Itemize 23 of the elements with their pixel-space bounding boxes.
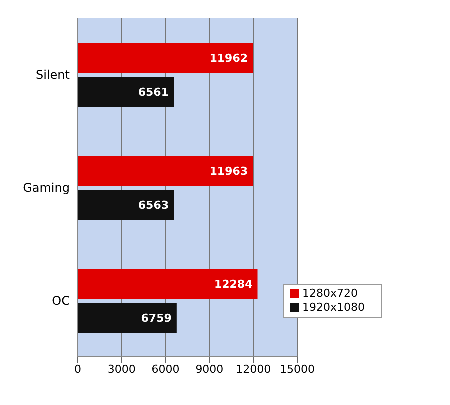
- x-tick-label: 12000: [236, 362, 272, 376]
- y-tick-label: OC: [52, 294, 70, 308]
- legend-label: 1920x1080: [302, 301, 365, 314]
- data-label: 6561: [138, 86, 170, 99]
- x-tick-label: 15000: [280, 362, 315, 376]
- x-tick-label: 6000: [152, 362, 180, 376]
- x-tick-label: 0: [74, 362, 82, 376]
- bar: [78, 77, 174, 107]
- data-label: 11963: [210, 164, 248, 178]
- bar: [78, 303, 177, 333]
- x-tick-label: 3000: [108, 362, 136, 376]
- bar: [78, 156, 254, 186]
- data-label: 12284: [214, 278, 254, 291]
- bar: [78, 43, 254, 73]
- data-label: 6759: [141, 312, 172, 325]
- legend-label: 1280x720: [302, 287, 358, 300]
- bar: [78, 269, 258, 299]
- bar: [78, 190, 174, 220]
- data-label: 6563: [138, 198, 170, 212]
- x-tick-label: 9000: [196, 362, 224, 376]
- data-label: 11962: [210, 52, 248, 65]
- y-tick-label: Gaming: [23, 180, 70, 195]
- y-tick-label: Silent: [36, 68, 70, 82]
